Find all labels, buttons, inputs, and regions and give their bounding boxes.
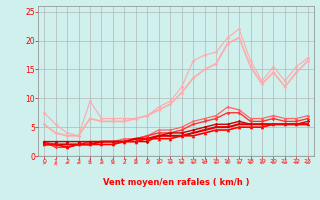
X-axis label: Vent moyen/en rafales ( km/h ): Vent moyen/en rafales ( km/h ) [103, 178, 249, 187]
